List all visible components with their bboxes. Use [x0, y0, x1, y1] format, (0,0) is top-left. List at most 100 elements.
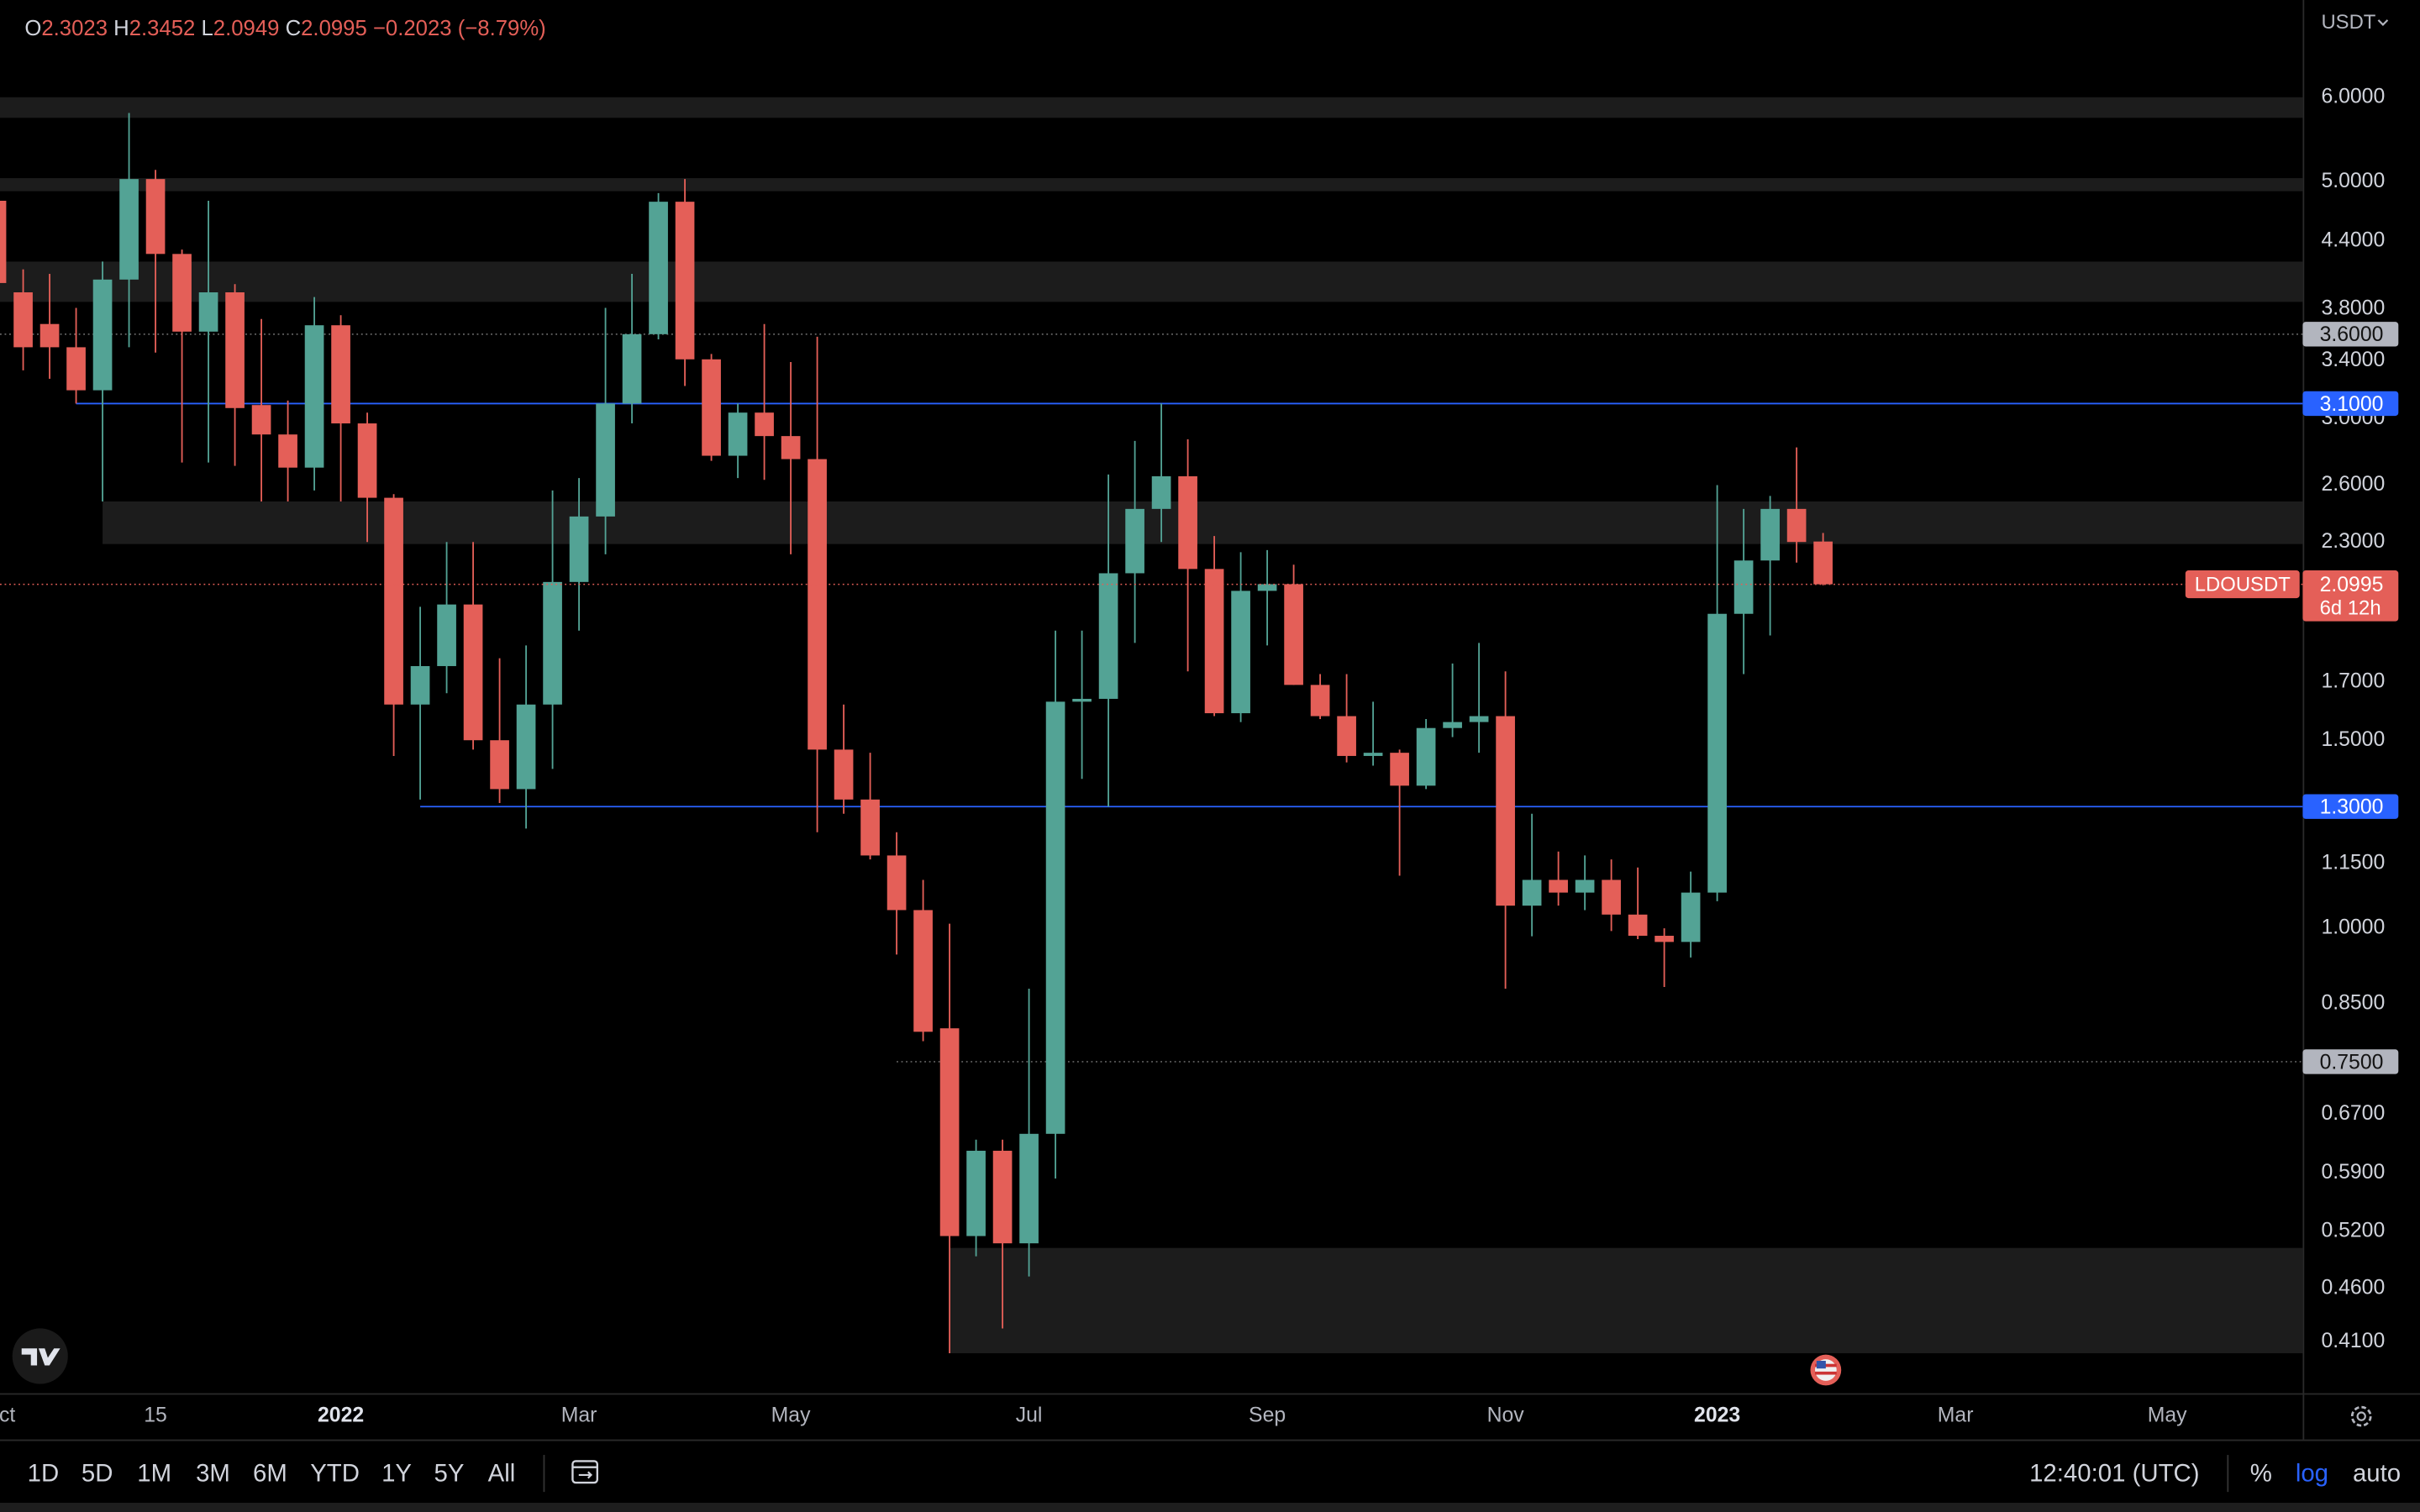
percent-toggle[interactable]: % — [2250, 1460, 2272, 1488]
candle-body — [992, 1150, 1013, 1244]
candle-body — [913, 910, 933, 1032]
candle-body — [1337, 716, 1356, 756]
logo-mark[interactable] — [21, 1348, 60, 1366]
symbol-box — [2185, 570, 2300, 599]
candle-body — [66, 347, 86, 391]
range-button[interactable]: 5Y — [434, 1460, 465, 1488]
legend-change: −0.2023 — [373, 17, 452, 40]
candle-body — [92, 279, 113, 391]
current-price-box — [2302, 570, 2399, 622]
x-tick-label: 2022 — [318, 1404, 364, 1427]
candle-body — [1231, 591, 1250, 714]
candle-body — [172, 254, 192, 332]
range-button[interactable]: YTD — [310, 1460, 360, 1488]
symbol-label: LDOUSDT — [2195, 574, 2291, 596]
y-tick-label: 6.0000 — [2321, 85, 2385, 108]
y-tick-label: 1.7000 — [2321, 670, 2385, 693]
legend-key: C — [286, 17, 302, 40]
y-tick-label: 3.8000 — [2321, 297, 2385, 320]
candle-body — [1284, 584, 1303, 685]
level-price-label: 3.1000 — [2320, 393, 2384, 416]
candle-body — [304, 325, 324, 468]
gear-inner[interactable] — [2356, 1411, 2366, 1421]
y-tick-label: 0.6700 — [2321, 1102, 2385, 1125]
x-tick-label: Jul — [1016, 1404, 1043, 1427]
candle-body — [1813, 541, 1833, 585]
logo-circle[interactable] — [12, 1328, 68, 1384]
candle-body — [1204, 569, 1224, 714]
candle-body — [675, 202, 695, 360]
log-toggle[interactable]: log — [2296, 1460, 2328, 1488]
candle-body — [251, 405, 271, 435]
legend-key: H — [113, 17, 129, 40]
candle-body — [410, 665, 430, 705]
range-button[interactable]: 6M — [253, 1460, 287, 1488]
level-price-label: 1.3000 — [2320, 796, 2384, 819]
level-price-box — [2302, 391, 2399, 417]
y-tick-label: 0.5200 — [2321, 1220, 2385, 1242]
zone — [0, 178, 2303, 192]
auto-toggle[interactable]: auto — [2353, 1460, 2401, 1488]
candle-body — [1496, 716, 1515, 906]
clock[interactable]: 12:40:01 (UTC) — [2029, 1460, 2199, 1488]
candle-body — [622, 333, 642, 404]
candle-body — [649, 202, 668, 334]
candle-body — [886, 855, 907, 911]
candle-body — [225, 292, 245, 408]
candle-body — [808, 459, 827, 750]
candle-body — [119, 179, 139, 280]
candle-body — [437, 604, 456, 666]
candle-body — [1390, 753, 1409, 786]
candle-body — [860, 799, 880, 856]
candle-body — [834, 749, 854, 800]
plot-area — [0, 97, 2303, 1354]
event-flag[interactable] — [1810, 1354, 1842, 1386]
range-button[interactable]: 1M — [137, 1460, 171, 1488]
level-price-box — [2302, 1049, 2399, 1074]
x-tick-label: ct — [0, 1404, 15, 1427]
y-tick-label: 2.6000 — [2321, 473, 2385, 496]
y-tick-label: 2.3000 — [2321, 530, 2385, 553]
y-tick-label: 1.1500 — [2321, 851, 2385, 874]
range-button[interactable]: 1Y — [381, 1460, 412, 1488]
candle-body — [1760, 508, 1780, 561]
candle-body — [39, 323, 60, 348]
candle-body — [1416, 727, 1436, 786]
event-flag-stripe — [1815, 1371, 1837, 1375]
range-button[interactable]: 3M — [196, 1460, 230, 1488]
y-tick-label: 0.5900 — [2321, 1161, 2385, 1184]
candle-body — [1178, 476, 1197, 570]
legend-key: O — [24, 17, 41, 40]
currency-selector[interactable]: USDT — [2321, 11, 2375, 34]
candle-body — [543, 581, 562, 705]
candle-body — [516, 704, 536, 790]
candle-body — [13, 292, 33, 348]
currency-caret[interactable] — [2377, 19, 2389, 26]
candle-body — [1019, 1133, 1039, 1244]
candle-body — [463, 604, 483, 741]
legend-value: 2.0949 — [213, 17, 280, 40]
x-tick-label: 2023 — [1694, 1404, 1740, 1427]
candle-body — [1628, 914, 1648, 937]
range-button[interactable]: 5D — [82, 1460, 113, 1488]
tradingview-logo[interactable] — [12, 1328, 68, 1384]
range-button[interactable]: 1D — [28, 1460, 60, 1488]
calendar-arrow[interactable] — [578, 1471, 593, 1479]
x-tick-label: May — [771, 1404, 811, 1427]
candle-body — [384, 497, 403, 705]
candle-body — [939, 1028, 960, 1236]
current-price-label: 2.0995 — [2320, 574, 2384, 596]
y-tick-label: 3.4000 — [2321, 349, 2385, 371]
candle-body — [198, 292, 218, 332]
candle-body — [1786, 508, 1807, 543]
candle-body — [1072, 698, 1092, 702]
range-button[interactable]: All — [488, 1460, 516, 1488]
calendar-frame[interactable] — [571, 1460, 599, 1484]
candle-body — [596, 403, 615, 517]
date-range-icon[interactable] — [571, 1460, 599, 1484]
candle-body — [1363, 753, 1383, 756]
candle-body — [1681, 892, 1701, 942]
candle-body — [0, 201, 7, 283]
